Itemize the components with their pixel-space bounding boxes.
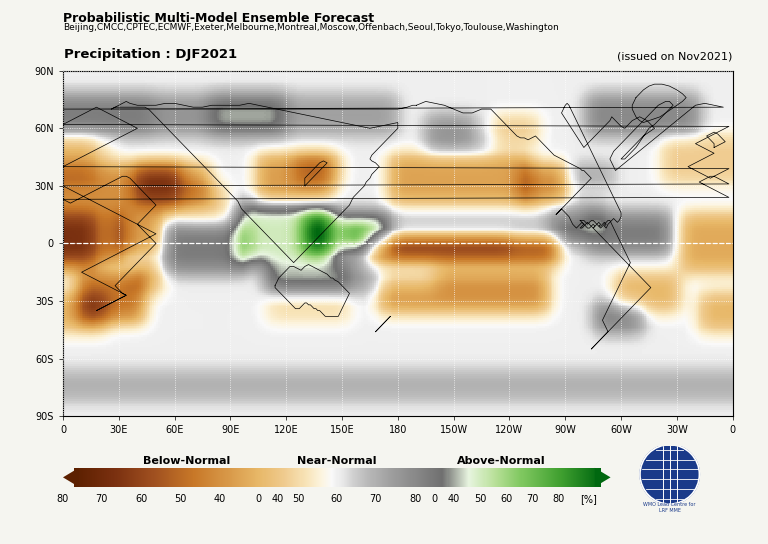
Text: 80: 80 <box>409 494 421 504</box>
Text: 0: 0 <box>432 494 438 504</box>
Text: 60: 60 <box>501 494 513 504</box>
Polygon shape <box>594 468 611 487</box>
Text: Precipitation : DJF2021: Precipitation : DJF2021 <box>64 48 237 61</box>
Text: WMO Lead Centre for: WMO Lead Centre for <box>644 502 696 507</box>
Text: 40: 40 <box>214 494 226 504</box>
Text: 70: 70 <box>369 494 382 504</box>
Text: 80: 80 <box>57 494 69 504</box>
Text: (issued on Nov2021): (issued on Nov2021) <box>617 51 732 61</box>
Text: Near-Normal: Near-Normal <box>297 456 376 466</box>
Polygon shape <box>63 468 79 487</box>
Text: Above-Normal: Above-Normal <box>457 456 545 466</box>
Text: [%]: [%] <box>580 494 597 504</box>
Text: Beijing,CMCC,CPTEC,ECMWF,Exeter,Melbourne,Montreal,Moscow,Offenbach,Seoul,Tokyo,: Beijing,CMCC,CPTEC,ECMWF,Exeter,Melbourn… <box>63 23 559 32</box>
Text: 50: 50 <box>292 494 304 504</box>
Text: 60: 60 <box>331 494 343 504</box>
Text: 60: 60 <box>135 494 147 504</box>
Text: Below-Normal: Below-Normal <box>143 456 230 466</box>
Text: 70: 70 <box>96 494 108 504</box>
Text: Probabilistic Multi-Model Ensemble Forecast: Probabilistic Multi-Model Ensemble Forec… <box>63 12 374 25</box>
Text: LRF MME: LRF MME <box>659 508 680 512</box>
Text: 0: 0 <box>256 494 262 504</box>
Text: 40: 40 <box>272 494 284 504</box>
Text: 70: 70 <box>526 494 538 504</box>
Text: 50: 50 <box>474 494 486 504</box>
Text: 80: 80 <box>552 494 564 504</box>
Text: 50: 50 <box>174 494 187 504</box>
Text: 40: 40 <box>448 494 460 504</box>
Circle shape <box>640 444 700 504</box>
